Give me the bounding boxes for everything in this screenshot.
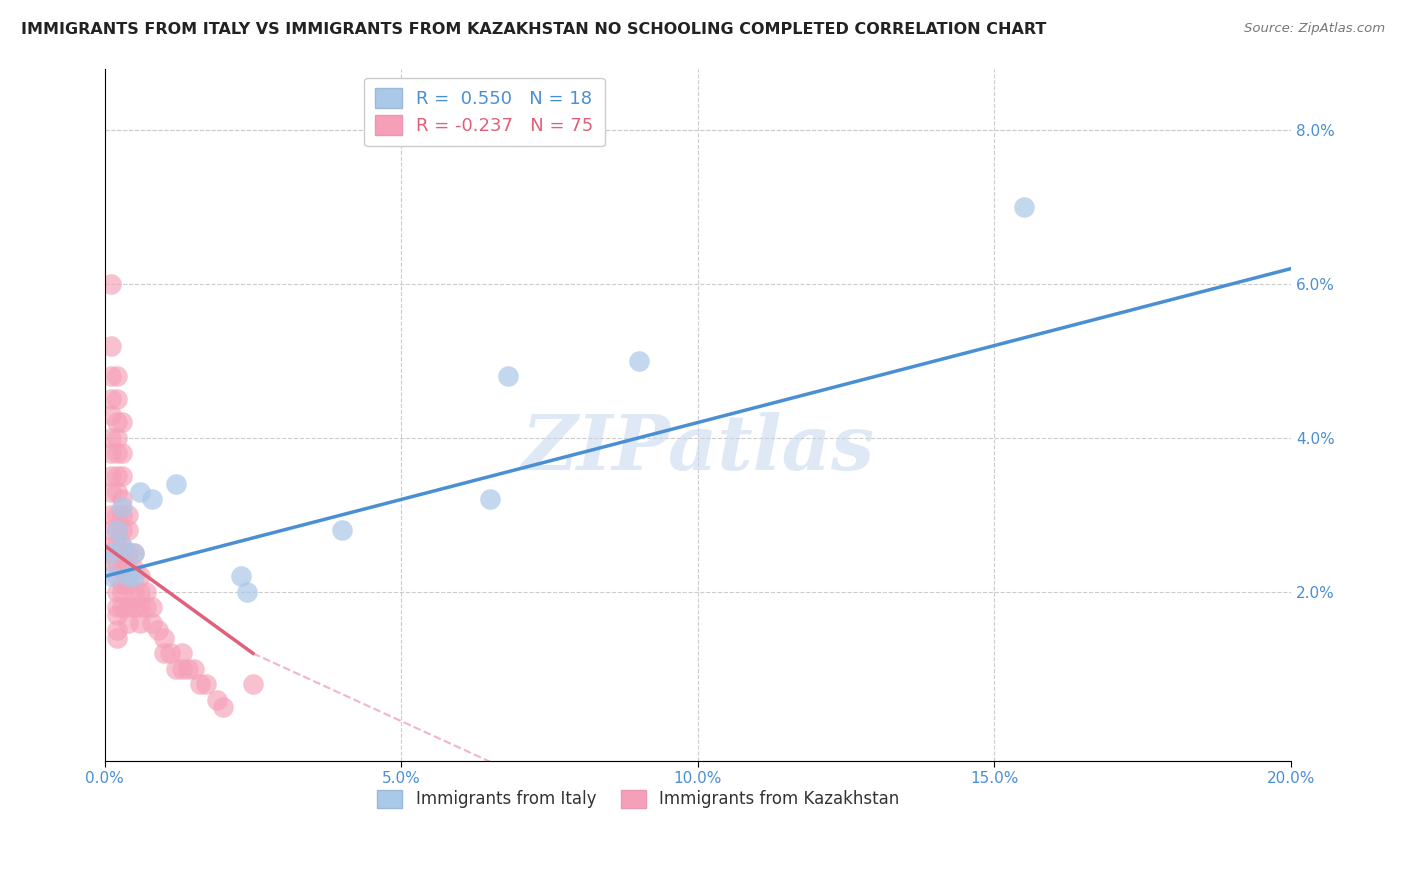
Point <box>141 600 163 615</box>
Point <box>229 569 252 583</box>
Point <box>129 600 152 615</box>
Point <box>117 577 139 591</box>
Point <box>177 662 200 676</box>
Point <box>111 446 134 460</box>
Point <box>100 338 122 352</box>
Point <box>100 554 122 568</box>
Point <box>105 523 128 537</box>
Point <box>100 523 122 537</box>
Point <box>111 577 134 591</box>
Point <box>105 369 128 384</box>
Point <box>479 492 502 507</box>
Point <box>105 469 128 483</box>
Point <box>100 539 122 553</box>
Point <box>1012 200 1035 214</box>
Point <box>117 615 139 630</box>
Point <box>117 546 139 560</box>
Point <box>135 584 157 599</box>
Point <box>141 615 163 630</box>
Point <box>129 615 152 630</box>
Point <box>153 646 176 660</box>
Point <box>100 484 122 499</box>
Point <box>129 584 152 599</box>
Point <box>124 562 146 576</box>
Point <box>117 600 139 615</box>
Point <box>183 662 205 676</box>
Point <box>105 416 128 430</box>
Point <box>165 477 187 491</box>
Point <box>111 600 134 615</box>
Point <box>100 469 122 483</box>
Point <box>111 416 134 430</box>
Point <box>100 431 122 445</box>
Point <box>117 523 139 537</box>
Point <box>188 677 211 691</box>
Point <box>496 369 519 384</box>
Point <box>117 562 139 576</box>
Point <box>105 584 128 599</box>
Point <box>100 446 122 460</box>
Point <box>105 392 128 407</box>
Point <box>105 508 128 522</box>
Text: Source: ZipAtlas.com: Source: ZipAtlas.com <box>1244 22 1385 36</box>
Point <box>111 492 134 507</box>
Point <box>105 539 128 553</box>
Point <box>111 546 134 560</box>
Point <box>117 508 139 522</box>
Point <box>111 562 134 576</box>
Point <box>194 677 217 691</box>
Point <box>100 277 122 291</box>
Point <box>105 607 128 622</box>
Point <box>105 624 128 638</box>
Point <box>159 646 181 660</box>
Point <box>105 431 128 445</box>
Point <box>100 392 122 407</box>
Point <box>212 700 235 714</box>
Point <box>135 600 157 615</box>
Point <box>627 354 650 368</box>
Point <box>129 569 152 583</box>
Point <box>100 508 122 522</box>
Point <box>111 539 134 553</box>
Point <box>124 600 146 615</box>
Point <box>236 584 259 599</box>
Point <box>105 554 128 568</box>
Point <box>105 446 128 460</box>
Point <box>124 584 146 599</box>
Point <box>124 546 146 560</box>
Point <box>124 569 146 583</box>
Point <box>129 484 152 499</box>
Text: IMMIGRANTS FROM ITALY VS IMMIGRANTS FROM KAZAKHSTAN NO SCHOOLING COMPLETED CORRE: IMMIGRANTS FROM ITALY VS IMMIGRANTS FROM… <box>21 22 1046 37</box>
Point <box>124 546 146 560</box>
Point <box>153 631 176 645</box>
Point <box>111 523 134 537</box>
Point <box>141 492 163 507</box>
Point <box>117 569 139 583</box>
Point <box>100 369 122 384</box>
Point <box>111 500 134 515</box>
Point <box>100 408 122 422</box>
Point <box>330 523 353 537</box>
Point <box>111 584 134 599</box>
Point <box>242 677 264 691</box>
Point <box>170 662 193 676</box>
Point <box>165 662 187 676</box>
Point <box>100 546 122 560</box>
Legend: Immigrants from Italy, Immigrants from Kazakhstan: Immigrants from Italy, Immigrants from K… <box>371 783 907 815</box>
Point <box>105 631 128 645</box>
Point <box>146 624 169 638</box>
Text: ZIPatlas: ZIPatlas <box>522 412 875 486</box>
Point <box>100 569 122 583</box>
Point <box>170 646 193 660</box>
Point <box>111 539 134 553</box>
Point <box>105 484 128 499</box>
Point <box>105 569 128 583</box>
Point <box>111 469 134 483</box>
Point <box>105 600 128 615</box>
Point <box>111 508 134 522</box>
Point <box>105 523 128 537</box>
Point <box>207 692 229 706</box>
